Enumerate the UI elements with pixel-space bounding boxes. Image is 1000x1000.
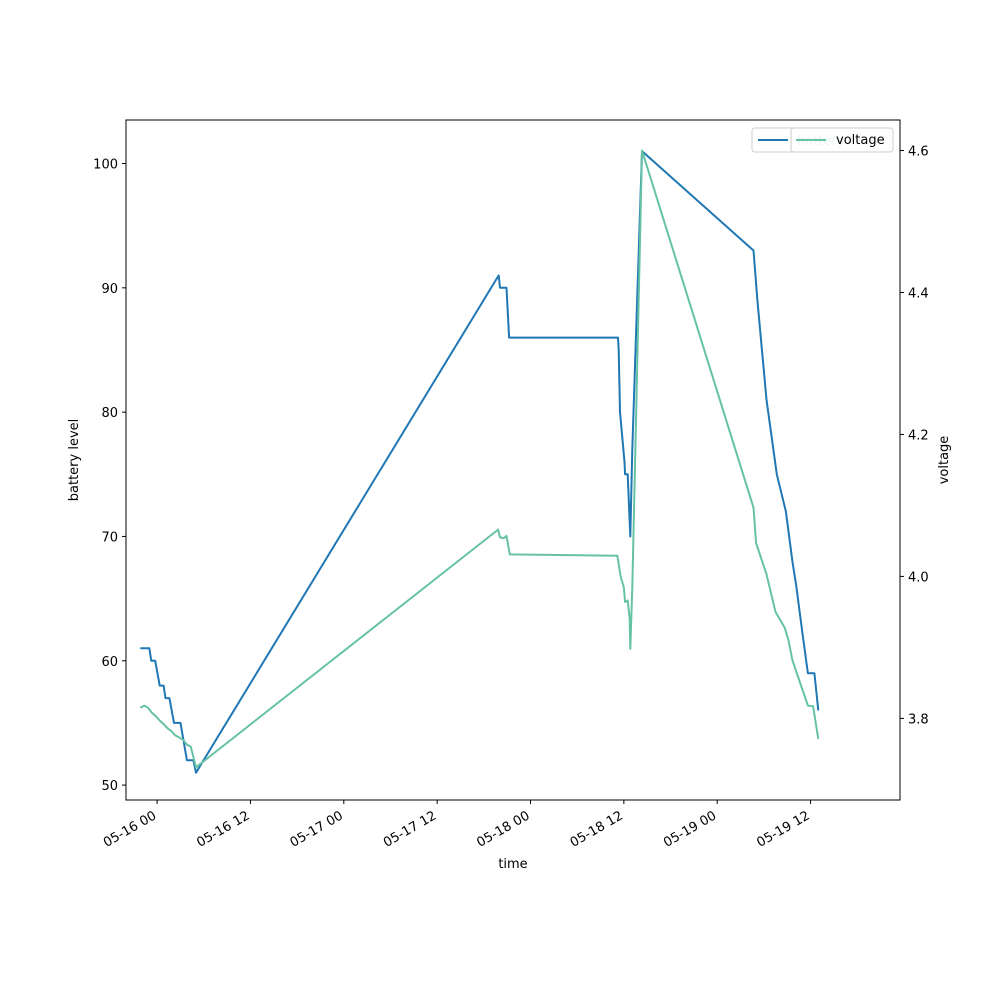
legend-voltage: voltage — [790, 127, 894, 153]
right-tick-label: 4.4 — [908, 286, 929, 301]
left-tick-label: 70 — [101, 530, 118, 545]
plot-area — [126, 120, 900, 800]
right-tick-label: 4.6 — [908, 145, 929, 160]
x-tick-label: 05-17 12 — [381, 808, 439, 850]
left-tick-label: 90 — [101, 282, 118, 297]
left-tick-label: 50 — [101, 779, 118, 794]
x-tick-label: 05-18 12 — [568, 808, 626, 850]
left-tick-label: 60 — [101, 655, 118, 670]
series-line-voltage — [139, 149, 820, 769]
plot-frame — [125, 119, 901, 801]
x-tick-label: 05-16 00 — [101, 808, 159, 850]
x-tick-label: 05-17 00 — [288, 808, 346, 850]
right-tick-label: 4.2 — [908, 428, 929, 443]
series-layer — [139, 149, 820, 774]
legend-voltage-frame — [790, 127, 894, 153]
x-axis-title: time — [498, 857, 527, 872]
x-tick-label: 05-19 00 — [661, 808, 719, 850]
left-tick-label: 80 — [101, 406, 118, 421]
left-axis-title: battery level — [67, 419, 82, 502]
left-tick-label: 100 — [93, 158, 118, 173]
x-tick-label: 05-16 12 — [194, 808, 252, 850]
right-tick-label: 3.8 — [908, 712, 929, 727]
x-tick-label: 05-19 12 — [754, 808, 812, 850]
x-axis-ticks: 05-16 00 05-16 12 05-17 00 05-17 12 05-18 00… — [101, 800, 813, 851]
right-axis-ticks: 3.8 4.0 4.2 4.4 4.6 — [900, 145, 929, 727]
legend-voltage-label: voltage — [836, 133, 885, 148]
left-axis-ticks: 50 60 70 80 90 100 — [93, 158, 126, 794]
series-line-battery — [140, 150, 820, 774]
right-tick-label: 4.0 — [908, 570, 929, 585]
right-axis-title: voltage — [937, 436, 952, 485]
x-tick-label: 05-18 00 — [474, 808, 532, 850]
